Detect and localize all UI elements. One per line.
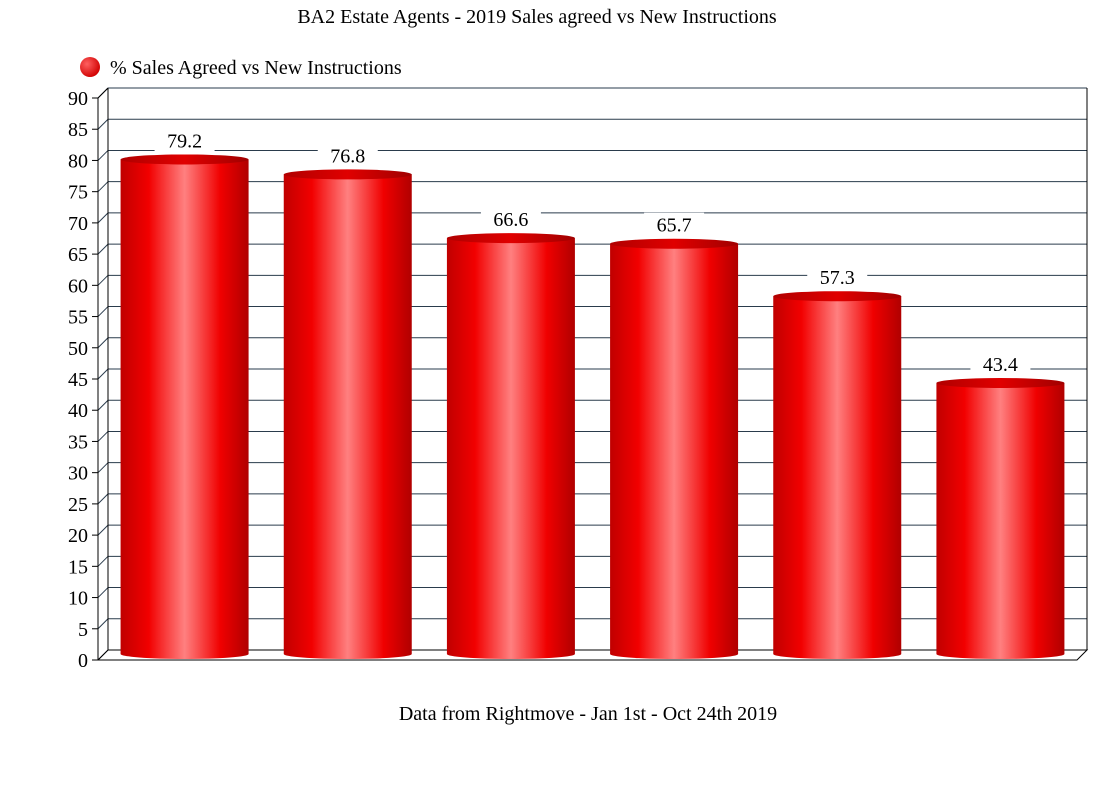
- bar: [936, 377, 1065, 659]
- left-wall-top-edge: [97, 87, 109, 99]
- y-tick-label: 70: [68, 213, 88, 235]
- y-tick-label: 10: [68, 588, 88, 610]
- bar-body: [446, 238, 575, 659]
- y-tick-label: 40: [68, 400, 88, 422]
- bar-top: [283, 169, 412, 180]
- data-label-group: 57.3: [807, 265, 868, 289]
- data-label-bg: [970, 351, 1031, 375]
- x-axis-label: Data from Rightmove - Jan 1st - Oct 24th…: [399, 703, 777, 725]
- gridline-diag: [97, 555, 109, 567]
- chart-title: BA2 Estate Agents - 2019 Sales agreed vs…: [297, 6, 777, 28]
- gridline-diag: [97, 618, 109, 630]
- y-tick-label: 0: [78, 650, 88, 672]
- y-tick-label: 65: [68, 244, 88, 266]
- y-tick-label: 55: [68, 307, 88, 329]
- gridline-diag: [97, 306, 109, 317]
- gridline-diag: [97, 399, 109, 411]
- gridline-diag: [97, 462, 109, 474]
- gridline-diag: [97, 150, 109, 161]
- data-label: 66.6: [493, 209, 528, 231]
- data-label: 76.8: [330, 145, 365, 167]
- data-label-group: 65.7: [644, 212, 705, 237]
- data-labels: 79.2 76.8 66.6 65.7 57.3 43.4: [154, 128, 1031, 376]
- gridline-diag: [97, 337, 109, 349]
- gridlines: [97, 87, 1087, 661]
- gridline-diag: [97, 243, 109, 255]
- bar-body: [283, 174, 412, 659]
- bar: [773, 291, 902, 659]
- y-tick-label: 75: [68, 182, 88, 204]
- floor: [96, 649, 1089, 661]
- gridline-diag: [97, 431, 109, 442]
- y-tick-label: 45: [68, 369, 88, 391]
- data-label: 79.2: [167, 130, 202, 152]
- gridline-diag: [97, 274, 109, 286]
- data-label-bg: [644, 212, 705, 236]
- data-label-group: 43.4: [970, 351, 1031, 376]
- bar-body: [120, 159, 249, 659]
- legend: % Sales Agreed vs New Instructions: [80, 57, 402, 79]
- data-label-bg: [317, 143, 378, 167]
- bar-top: [610, 238, 739, 249]
- data-label: 57.3: [820, 267, 855, 289]
- bar-body: [936, 382, 1065, 659]
- data-label-bg: [154, 128, 215, 152]
- legend-marker: [80, 57, 100, 77]
- y-tick-label: 20: [68, 525, 88, 547]
- data-label-group: 66.6: [480, 207, 541, 231]
- bar-top: [120, 154, 249, 165]
- y-tick-label: 90: [68, 88, 88, 110]
- bar-top: [773, 291, 902, 302]
- gridline-diag: [97, 587, 109, 598]
- data-label: 43.4: [983, 354, 1018, 376]
- data-label-group: 79.2: [154, 128, 215, 152]
- gridline-diag: [97, 493, 109, 505]
- y-tick-label: 50: [68, 338, 88, 360]
- data-label-bg: [480, 207, 541, 231]
- y-tick-label: 15: [68, 556, 88, 578]
- bar-top: [936, 377, 1065, 388]
- y-tick-label: 35: [68, 431, 88, 453]
- y-tick-label: 25: [68, 494, 88, 516]
- gridline-diag: [97, 212, 109, 224]
- bar-body: [610, 243, 739, 660]
- y-tick-label: 5: [78, 619, 88, 641]
- bar: [120, 154, 249, 659]
- y-tick-label: 85: [68, 119, 88, 141]
- bar: [610, 238, 739, 660]
- bar-body: [773, 296, 902, 659]
- y-axis-ticks: 0 5 10 15 20 25 30 35 40 45 50 55 60 65 70 75 80 85 90: [68, 88, 98, 672]
- data-label-group: 76.8: [317, 143, 378, 167]
- bar: [446, 233, 575, 659]
- bars: [120, 154, 1065, 660]
- y-tick-label: 80: [68, 150, 88, 172]
- gridline-diag: [97, 368, 109, 380]
- gridline-diag: [97, 118, 109, 130]
- y-tick-label: 60: [68, 275, 88, 297]
- gridline-diag: [97, 181, 109, 193]
- data-label: 65.7: [657, 215, 692, 237]
- bar-top: [446, 233, 575, 244]
- legend-label: % Sales Agreed vs New Instructions: [110, 57, 402, 79]
- y-tick-label: 30: [68, 463, 88, 485]
- gridline-diag: [97, 524, 109, 536]
- bar: [283, 169, 412, 659]
- data-label-bg: [807, 265, 868, 289]
